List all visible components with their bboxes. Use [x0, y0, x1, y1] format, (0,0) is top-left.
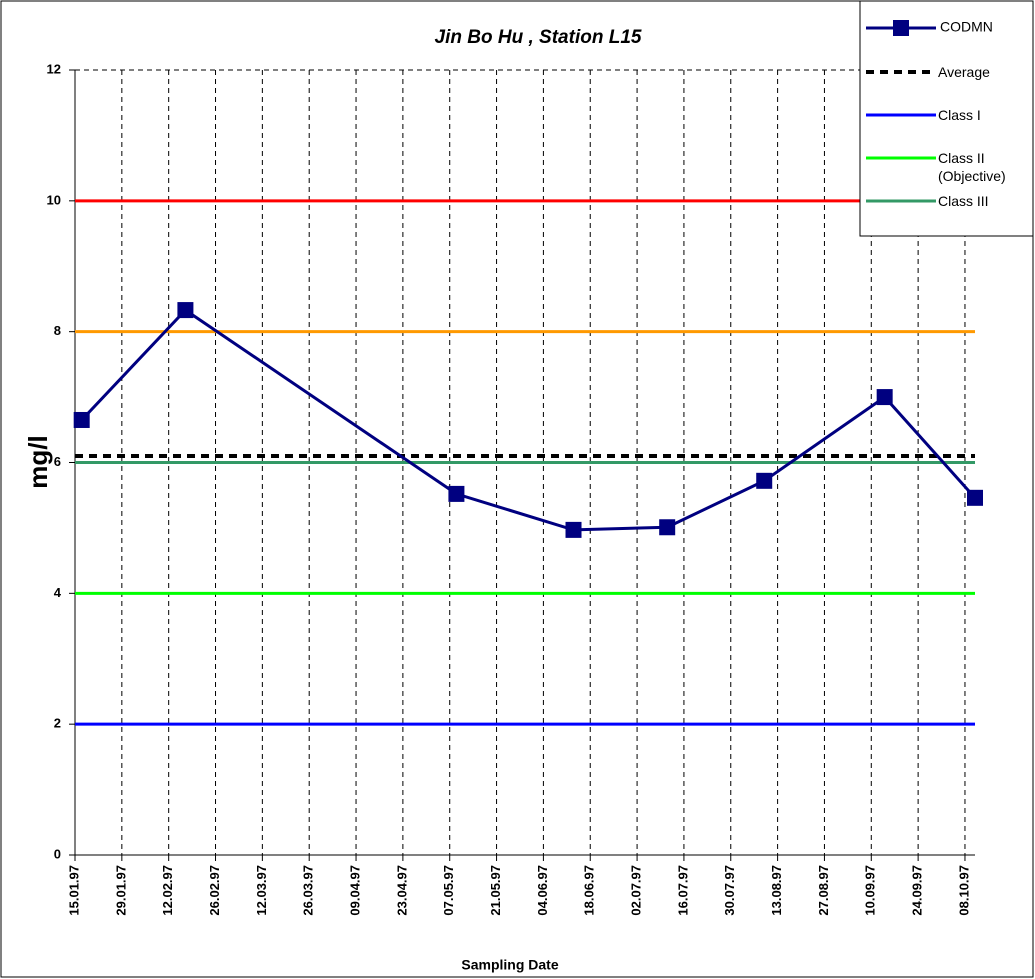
- data-point: [448, 485, 465, 502]
- x-tick-label: 24.09.97: [910, 865, 925, 916]
- legend-label-box: Average: [938, 64, 990, 80]
- data-point: [177, 302, 194, 319]
- y-tick-label: 6: [54, 454, 61, 469]
- x-tick-label: 04.06.97: [535, 865, 550, 916]
- y-tick-label: 4: [54, 585, 62, 600]
- legend-label: Average: [938, 64, 990, 80]
- legend-box: [859, 0, 1034, 237]
- x-tick-label: 02.07.97: [629, 865, 644, 916]
- data-point: [659, 519, 676, 536]
- legend-label: Class I: [938, 107, 981, 123]
- legend-marker: [893, 20, 909, 36]
- y-tick-label: 12: [47, 61, 61, 76]
- x-tick-label: 21.05.97: [488, 865, 503, 916]
- data-point: [756, 472, 773, 489]
- legend-label: Class II (Objective): [938, 150, 1006, 184]
- x-tick-label: 26.03.97: [301, 865, 316, 916]
- legend-label-box: Class II (Objective): [938, 150, 1006, 184]
- x-tick-label: 10.09.97: [863, 865, 878, 916]
- x-tick-label: 27.08.97: [816, 865, 831, 916]
- x-tick-label: 29.01.97: [113, 865, 128, 916]
- legend-label: Class III: [938, 193, 989, 209]
- x-tick-label: 26.02.97: [207, 865, 222, 916]
- x-tick-label: 07.05.97: [441, 865, 456, 916]
- x-tick-label: 12.02.97: [160, 865, 175, 916]
- y-axis-label: mg/l: [23, 435, 53, 488]
- y-tick-label: 10: [47, 192, 61, 207]
- x-tick-label: 13.08.97: [769, 865, 784, 916]
- x-tick-label: 18.06.97: [582, 865, 597, 916]
- data-point: [876, 389, 893, 406]
- x-axis-label: Sampling Date: [461, 957, 558, 973]
- series-line: [80, 308, 977, 532]
- legend-label-box: Class I: [938, 107, 981, 123]
- x-tick-label: 23.04.97: [394, 865, 409, 916]
- y-tick-label: 0: [54, 846, 61, 861]
- y-tick-label: 8: [54, 323, 61, 338]
- x-tick-label: 15.01.97: [66, 865, 81, 916]
- x-tick-label: 08.10.97: [956, 865, 971, 916]
- x-tick-label: 30.07.97: [722, 865, 737, 916]
- x-tick-label: 09.04.97: [347, 865, 362, 916]
- data-point: [73, 411, 90, 428]
- x-tick-label: 12.03.97: [254, 865, 269, 916]
- chart-title: Jin Bo Hu , Station L15: [435, 27, 642, 48]
- legend-label-box: Class III: [938, 193, 989, 209]
- data-point: [967, 489, 983, 506]
- x-tick-label: 16.07.97: [675, 865, 690, 916]
- legend-label: CODMN: [940, 19, 993, 35]
- y-tick-label: 2: [54, 716, 61, 731]
- data-point: [565, 521, 582, 538]
